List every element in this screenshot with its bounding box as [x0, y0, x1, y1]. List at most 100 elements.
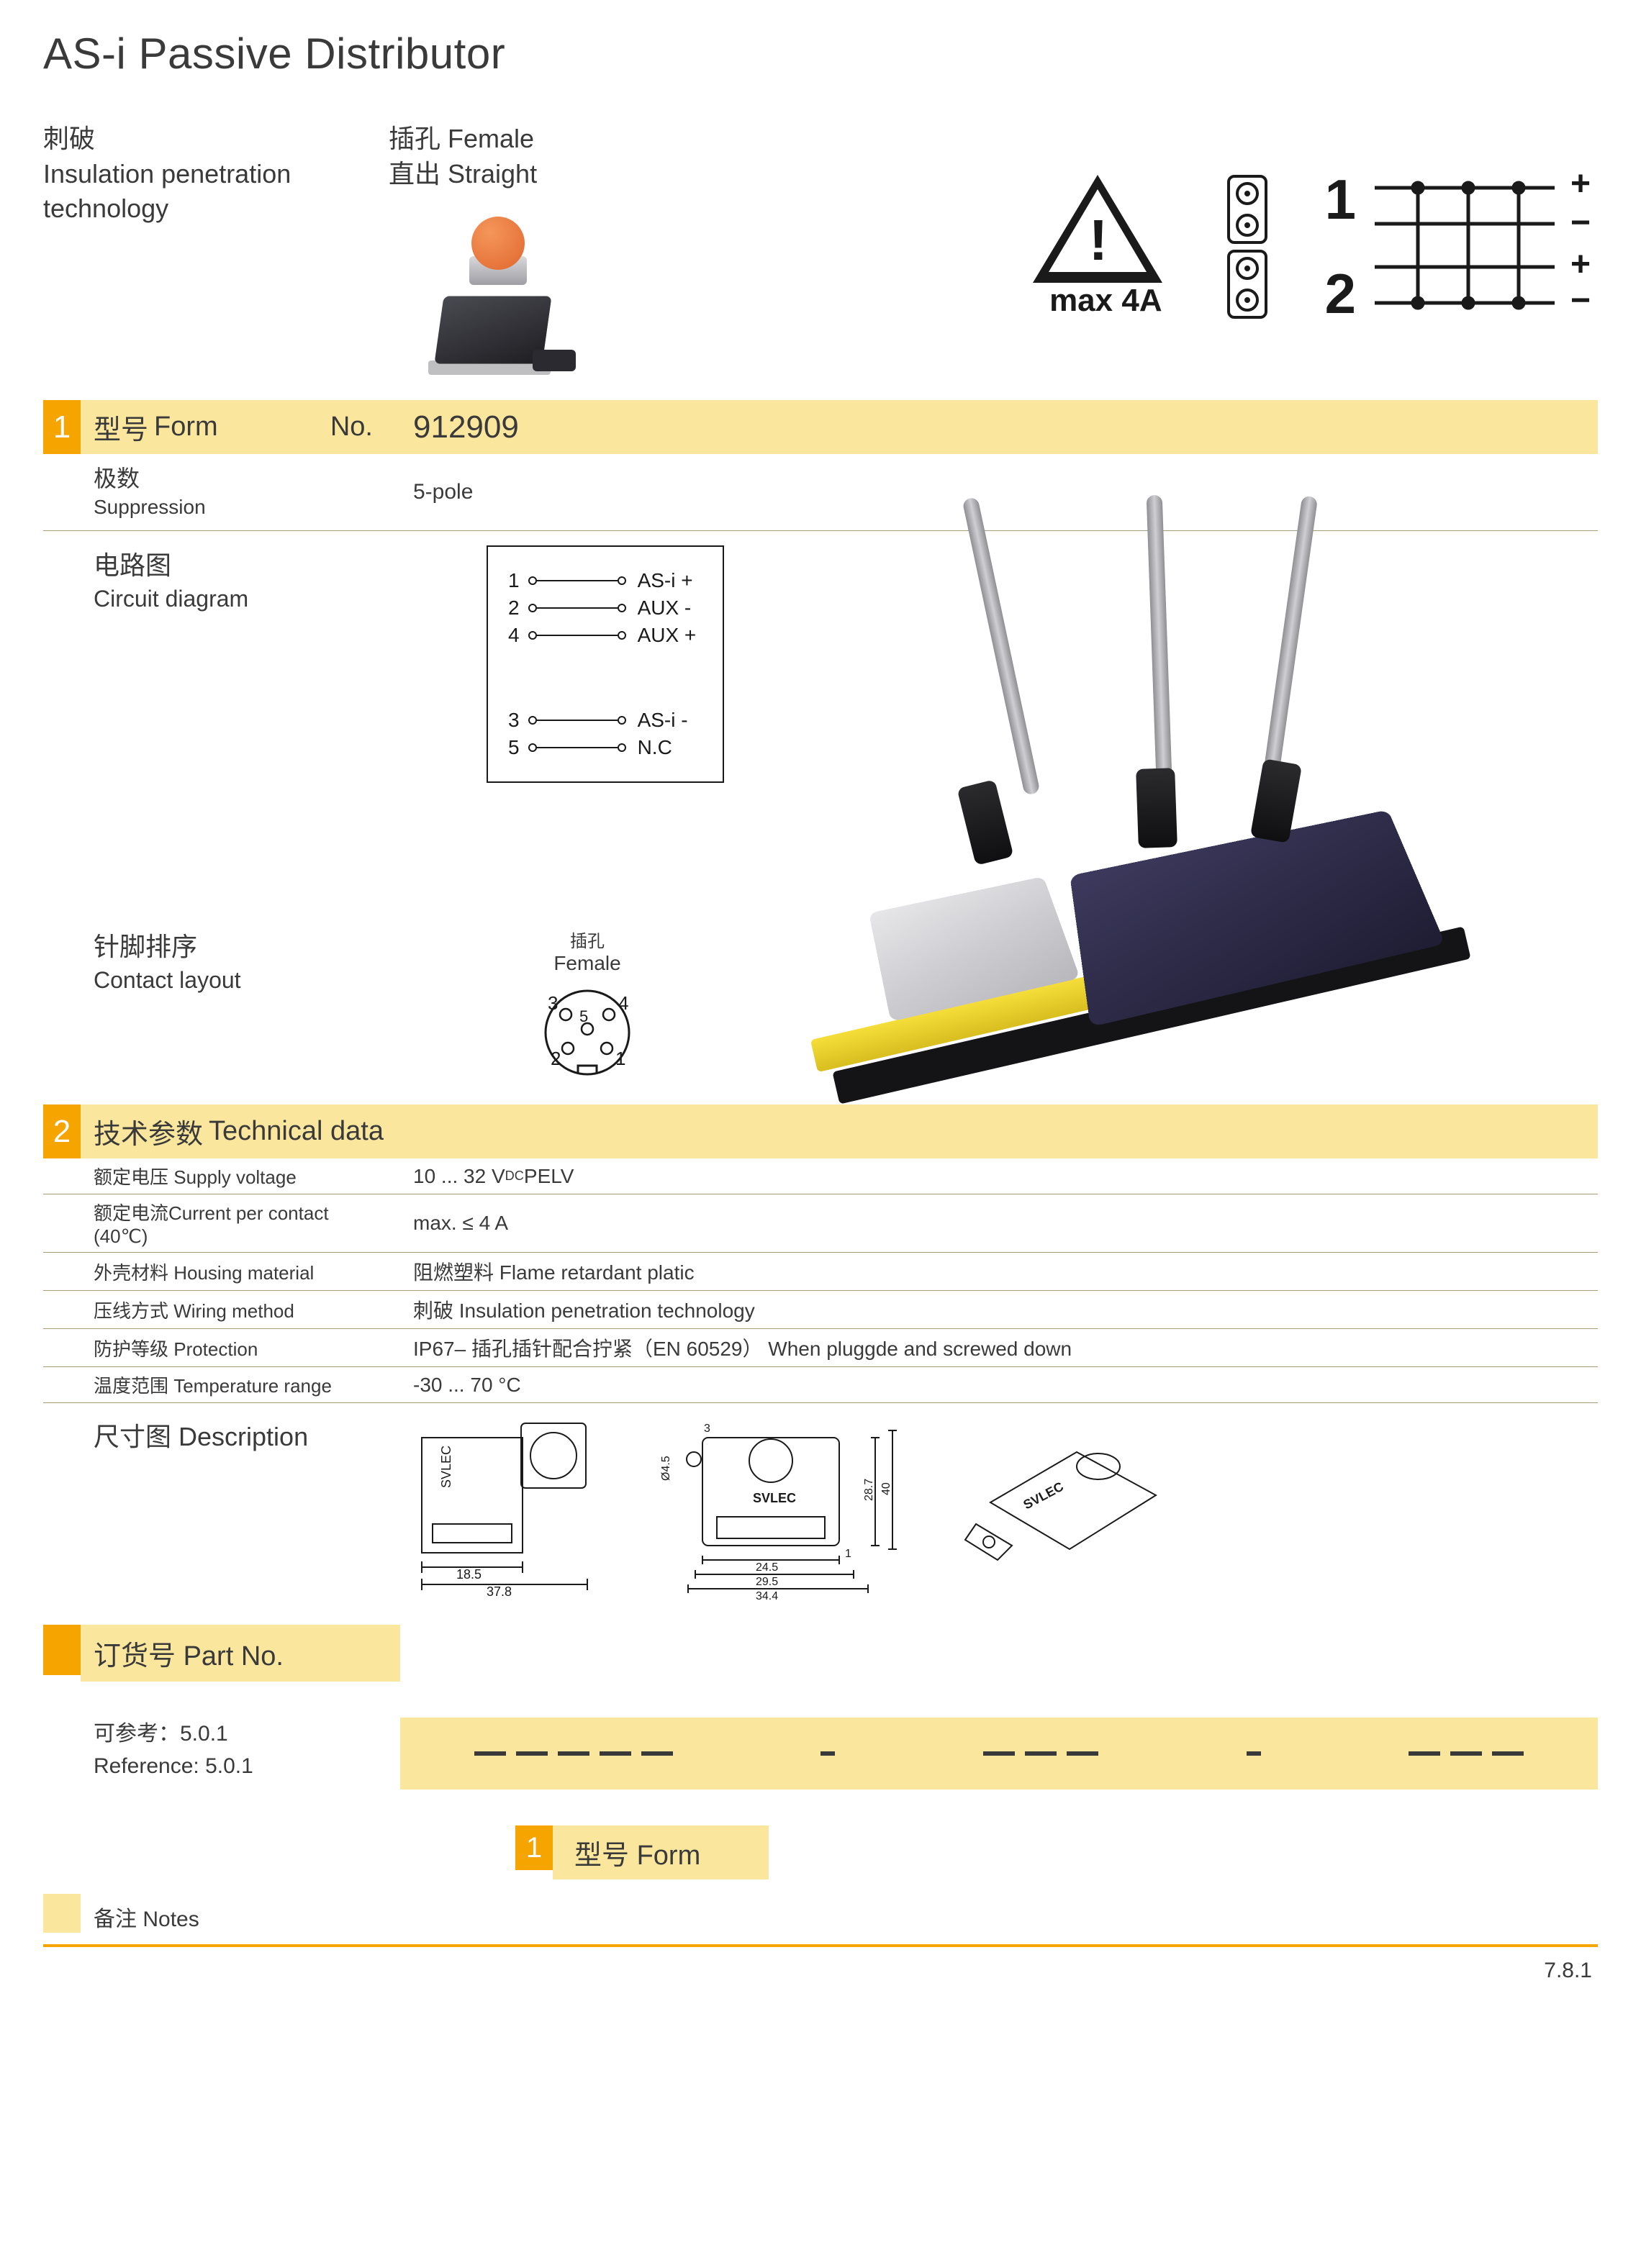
dim-drawing-2: SVLEC 3 Ø4.5 24.5 29.5 34.4 1 28.7 40 — [659, 1416, 904, 1603]
tech-row: 压线方式 Wiring method刺破 Insulation penetrat… — [43, 1291, 1598, 1329]
circuit-diagram: 1 AS-i + 2 AUX - 4 AUX + 3 AS-i - 5 N.C — [487, 545, 724, 783]
pin-5-sig: N.C — [638, 736, 672, 759]
page-title: AS-i Passive Distributor — [43, 29, 1598, 78]
pin-1-num: 1 — [508, 569, 520, 592]
pin-num-2: 2 — [1325, 261, 1356, 327]
svg-text:−: − — [1570, 281, 1591, 319]
tech-row-value: 10 ... 32 VDC PELV — [400, 1158, 1598, 1194]
part-accent-box — [43, 1625, 81, 1675]
pin-5-num: 5 — [508, 736, 520, 759]
tech-row-value: 阻燃塑料 Flame retardant platic — [400, 1253, 1598, 1290]
svg-text:SVLEC: SVLEC — [1021, 1479, 1065, 1512]
notes-row: 备注 Notes — [43, 1894, 1598, 1947]
svg-text:2: 2 — [551, 1048, 561, 1069]
svg-text:18.5: 18.5 — [456, 1567, 482, 1582]
pin-num-1: 1 — [1325, 167, 1356, 232]
page-number: 7.8.1 — [43, 1947, 1598, 1983]
circuit-block: 电路图 Circuit diagram 1 AS-i + 2 AUX - 4 A… — [43, 531, 1598, 912]
pin-polarity-diagram: 1 2 + − + − — [1325, 122, 1598, 371]
suppression-value: 5-pole — [400, 454, 1598, 530]
svg-text:+: + — [1570, 168, 1591, 203]
tech-row-value: IP67– 插孔插针配合拧紧（EN 60529） When pluggde an… — [400, 1329, 1598, 1366]
section-2-number: 2 — [43, 1104, 81, 1158]
tech-row-label: 压线方式 Wiring method — [43, 1291, 400, 1328]
techdata-cn: 技术参数 — [94, 1112, 203, 1151]
svg-text:1: 1 — [845, 1548, 851, 1560]
tech-row-label: 外壳材料 Housing material — [43, 1253, 400, 1290]
contact-layout-diagram: 插孔 Female 3 4 5 2 1 — [508, 927, 666, 1083]
tech-row: 额定电压 Supply voltage10 ... 32 VDC PELV — [43, 1158, 1598, 1194]
form-no-label: No. — [330, 412, 373, 443]
pin-3-sig: AS-i - — [638, 709, 688, 732]
form-footer-en: Form — [637, 1841, 701, 1871]
section-2-label: 技术参数 Technical data — [81, 1104, 1598, 1158]
h1-en1: Insulation penetration — [43, 157, 345, 192]
dim-drawing-3: SVLEC — [947, 1416, 1177, 1582]
svg-text:3: 3 — [548, 992, 558, 1014]
part-no-header: 订货号 Part No. — [43, 1625, 1598, 1682]
tech-row: 防护等级 ProtectionIP67– 插孔插针配合拧紧（EN 60529） … — [43, 1329, 1598, 1367]
svg-text:3: 3 — [704, 1423, 710, 1435]
dimension-drawings: SVLEC 18.5 37.8 SVLEC 3 Ø4.5 24.5 29.5 3… — [400, 1416, 1598, 1603]
h1-cn: 刺破 — [43, 122, 345, 157]
svg-text:1: 1 — [615, 1048, 625, 1069]
part-cn: 订货号 — [94, 1641, 176, 1671]
tech-table: 额定电压 Supply voltage10 ... 32 VDC PELV额定电… — [43, 1158, 1598, 1403]
tech-row: 温度范围 Temperature range-30 ... 70 °C — [43, 1367, 1598, 1403]
header-col-1: 刺破 Insulation penetration technology — [43, 122, 345, 371]
tech-row-label: 额定电流Current per contact (40℃) — [43, 1194, 400, 1252]
techdata-en: Technical data — [209, 1116, 384, 1147]
section-1-header: 1 型号 Form No. 912909 — [43, 400, 1598, 454]
form-footer-cn: 型号 — [574, 1841, 629, 1871]
tech-row: 额定电流Current per contact (40℃)max. ≤ 4 A — [43, 1194, 1598, 1253]
pin-2-num: 2 — [508, 597, 520, 620]
pin-2-sig: AUX - — [638, 597, 692, 620]
part-ref-en: Reference: 5.0.1 — [94, 1750, 387, 1782]
tech-row-label: 温度范围 Temperature range — [43, 1367, 400, 1402]
notes-en: Notes — [143, 1908, 199, 1931]
pin-4-sig: AUX + — [638, 624, 697, 647]
notes-cn: 备注 — [94, 1908, 137, 1931]
h2-cn: 插孔 Female — [389, 122, 691, 157]
tech-row-value: 刺破 Insulation penetration technology — [400, 1291, 1598, 1328]
svg-text:5: 5 — [579, 1007, 588, 1025]
svg-text:37.8: 37.8 — [487, 1584, 512, 1596]
circuit-cn: 电路图 — [94, 548, 387, 584]
description-label: 尺寸图 Description — [43, 1416, 400, 1603]
svg-text:SVLEC: SVLEC — [753, 1491, 796, 1505]
desc-cn: 尺寸图 — [94, 1422, 171, 1451]
suppression-en: Suppression — [94, 494, 387, 520]
circuit-label: 电路图 Circuit diagram — [43, 545, 400, 891]
contact-block: 针脚排序 Contact layout 插孔 Female 3 4 5 2 1 — [43, 912, 1598, 1104]
suppression-cn: 极数 — [94, 464, 387, 494]
circuit-content: 1 AS-i + 2 AUX - 4 AUX + 3 AS-i - 5 N.C — [400, 545, 1598, 891]
header-area: 刺破 Insulation penetration technology 插孔 … — [43, 122, 1598, 371]
warning-block: ! max 4A — [1033, 122, 1162, 371]
h2-en: 直出 Straight — [389, 157, 691, 192]
form-footer-row: 1 型号 Form — [43, 1825, 1598, 1879]
tech-row: 外壳材料 Housing material阻燃塑料 Flame retardan… — [43, 1253, 1598, 1291]
contact-content: 插孔 Female 3 4 5 2 1 — [400, 927, 1598, 1083]
circuit-en: Circuit diagram — [94, 584, 387, 614]
form-cn: 型号 — [94, 407, 148, 447]
part-code-strip — [400, 1718, 1598, 1790]
max-current-label: max 4A — [1049, 283, 1162, 319]
contact-t1: 插孔 — [570, 927, 605, 952]
tech-row-value: max. ≤ 4 A — [400, 1194, 1598, 1252]
part-ref-cn: 可参考：5.0.1 — [94, 1718, 387, 1750]
desc-en: Description — [178, 1422, 308, 1451]
notes-accent-box — [43, 1894, 81, 1933]
part-no-label: 订货号 Part No. — [81, 1625, 400, 1682]
socket-icons — [1227, 122, 1267, 371]
connector-photo — [389, 206, 590, 371]
section-1-number: 1 — [43, 400, 81, 454]
h1-en2: technology — [43, 191, 345, 227]
pin-1-sig: AS-i + — [638, 569, 693, 592]
dim-drawing-1: SVLEC 18.5 37.8 — [400, 1416, 616, 1596]
svg-text:29.5: 29.5 — [756, 1576, 778, 1588]
polarity-lines-icon: + − + − — [1368, 168, 1598, 326]
notes-label: 备注 Notes — [81, 1894, 400, 1940]
part-reference: 可参考：5.0.1 Reference: 5.0.1 — [43, 1682, 400, 1825]
form-footer-label: 型号 Form — [553, 1825, 769, 1879]
part-en: Part No. — [184, 1641, 284, 1671]
